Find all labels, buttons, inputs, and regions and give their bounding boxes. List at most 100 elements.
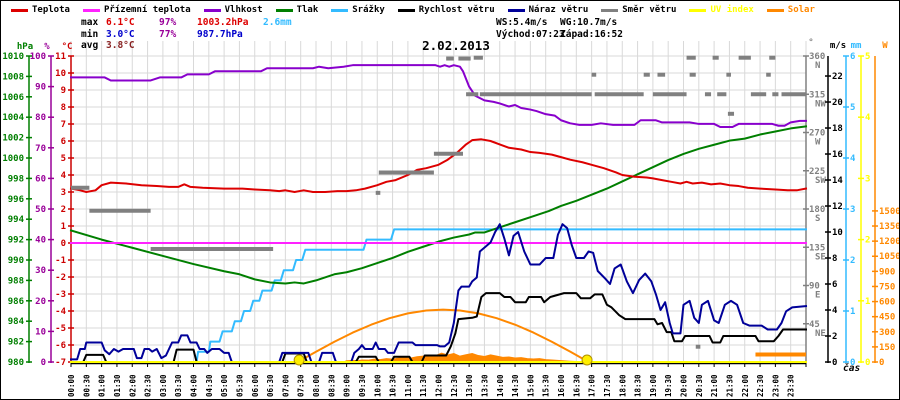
stats-max-humidity: 97% [159, 17, 177, 28]
svg-text:18:30: 18:30 [634, 374, 643, 397]
legend-label: Rychlost větru [418, 5, 495, 15]
series-tlak [69, 125, 808, 285]
svg-text:984: 984 [8, 317, 25, 327]
svg-text:23:30: 23:30 [787, 374, 796, 397]
svg-text:3: 3 [850, 205, 855, 215]
svg-text:270: 270 [809, 129, 825, 139]
svg-text:16: 16 [832, 150, 843, 160]
svg-text:12:30: 12:30 [450, 374, 459, 397]
svg-text:14:00: 14:00 [496, 374, 505, 397]
svg-text:1500: 1500 [879, 207, 900, 217]
svg-text:8: 8 [832, 254, 837, 264]
legend-item: Přízemní teplota [82, 5, 191, 15]
svg-text:5: 5 [61, 154, 66, 164]
stats-max-temp: 6.1°C [106, 17, 135, 28]
svg-text:4: 4 [61, 171, 67, 181]
svg-text:21:30: 21:30 [725, 374, 734, 397]
svg-text:°: ° [808, 38, 813, 48]
svg-text:1008: 1008 [2, 72, 24, 82]
svg-text:NW: NW [815, 99, 826, 109]
svg-text:06:00: 06:00 [251, 374, 260, 397]
sunrise-time: Východ:07:23 [496, 28, 565, 40]
svg-text:2: 2 [865, 236, 870, 246]
legend-item: Vlhkost [203, 5, 263, 15]
svg-text:19:00: 19:00 [649, 374, 658, 397]
legend-swatch [11, 8, 28, 12]
svg-text:W: W [882, 41, 888, 51]
svg-text:-2: -2 [55, 273, 66, 283]
svg-text:0: 0 [832, 358, 837, 368]
svg-text:16:30: 16:30 [572, 374, 581, 397]
sunset-time: Západ:16:52 [560, 28, 623, 40]
svg-text:5: 5 [850, 103, 855, 113]
svg-text:20:00: 20:00 [680, 374, 689, 397]
svg-text:90: 90 [35, 83, 46, 93]
stats-row-min: min 3.0°C 77% 987.7hPa [81, 29, 292, 41]
legend-label: Tlak [296, 5, 319, 15]
wind-sun-info: WS:5.4m/s WG:10.7m/s Východ:07:23Západ:16… [496, 17, 623, 40]
svg-text:100: 100 [30, 52, 46, 62]
svg-text:1006: 1006 [2, 93, 24, 103]
svg-text:01:00: 01:00 [98, 374, 107, 397]
svg-text:12:00: 12:00 [435, 374, 444, 397]
svg-text:135: 135 [809, 243, 825, 253]
legend-swatch [601, 8, 619, 12]
svg-text:980: 980 [8, 358, 24, 368]
svg-text:90: 90 [809, 282, 820, 292]
legend-label: Vlhkost [224, 5, 263, 15]
svg-text:2: 2 [61, 205, 66, 215]
svg-text:6: 6 [61, 137, 66, 147]
series-smer-vetru [71, 55, 806, 349]
svg-text:0: 0 [41, 358, 46, 368]
svg-text:05:00: 05:00 [220, 374, 229, 397]
stats-max-label: max [81, 17, 99, 28]
legend-swatch [203, 8, 221, 12]
svg-text:30: 30 [35, 266, 46, 276]
svg-text:80: 80 [35, 113, 46, 123]
svg-text:150: 150 [879, 343, 895, 353]
legend-label: Směr větru [622, 5, 677, 15]
svg-text:0: 0 [61, 239, 66, 249]
svg-text:-1: -1 [55, 256, 66, 266]
svg-text:20:30: 20:30 [695, 374, 704, 397]
legend-swatch [397, 8, 415, 12]
legend-item: Náraz větru [507, 5, 588, 15]
stats-max-rain: 2.6mm [263, 17, 292, 28]
svg-text:8: 8 [61, 103, 66, 113]
svg-text:50: 50 [35, 205, 46, 215]
svg-text:%: % [44, 42, 50, 52]
svg-text:SE: SE [815, 252, 826, 262]
legend-swatch [689, 8, 707, 12]
svg-text:0: 0 [879, 358, 884, 368]
svg-text:11: 11 [55, 52, 66, 62]
wind-info-row: WS:5.4m/s WG:10.7m/s [496, 17, 623, 29]
svg-text:22:30: 22:30 [756, 374, 765, 397]
svg-text:01:30: 01:30 [113, 374, 122, 397]
svg-text:02:30: 02:30 [144, 374, 153, 397]
svg-text:6: 6 [850, 52, 855, 62]
svg-text:-7: -7 [55, 358, 66, 368]
svg-text:1350: 1350 [879, 222, 900, 232]
svg-text:SW: SW [815, 176, 826, 186]
legend-label: Teplota [32, 5, 70, 15]
svg-text:09:30: 09:30 [358, 374, 367, 397]
svg-text:1050: 1050 [879, 252, 900, 262]
svg-text:23:00: 23:00 [771, 374, 780, 397]
svg-text:04:30: 04:30 [205, 374, 214, 397]
svg-text:9: 9 [61, 86, 66, 96]
svg-text:08:30: 08:30 [327, 374, 336, 397]
legend-label: Srážky [352, 5, 385, 15]
svg-text:900: 900 [879, 267, 895, 277]
svg-text:3: 3 [61, 188, 66, 198]
wind-gust-stat: WG:10.7m/s [560, 17, 618, 28]
svg-text:00:00: 00:00 [67, 374, 76, 397]
chart-legend: Teplota Přízemní teplota Vlhkost Tlak Srážky… [11, 5, 815, 15]
stats-min-label: min [81, 28, 99, 40]
svg-text:450: 450 [879, 313, 895, 323]
legend-swatch [507, 8, 525, 12]
svg-text:hPa: hPa [17, 42, 33, 52]
